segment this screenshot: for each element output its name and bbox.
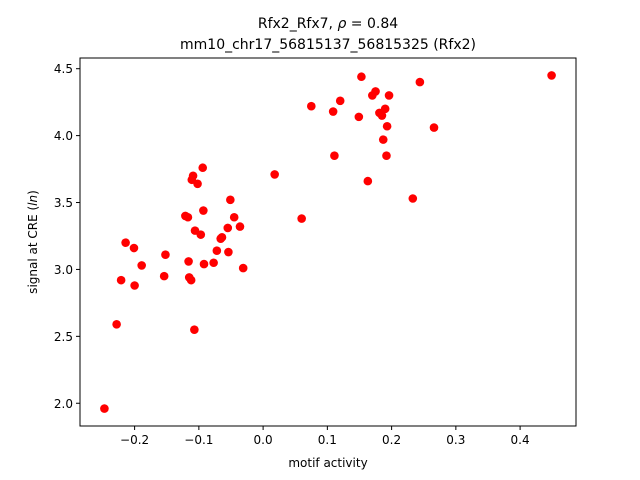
data-point-37 [330,151,339,160]
data-point-3 [121,238,130,247]
data-point-2 [116,275,126,285]
data-point-22 [199,259,209,269]
chart-title: Rfx2_Rfx7, ρ = 0.84 [258,16,398,32]
data-point-8 [161,250,170,260]
data-point-20 [198,163,208,173]
data-point-40 [357,72,366,82]
y-tick-label: 4.5 [54,62,73,76]
y-axis-label: signal at CRE (ln) [26,190,40,294]
data-point-52 [415,77,425,87]
data-point-54 [547,71,556,80]
data-point-47 [380,104,390,114]
data-point-7 [159,271,169,281]
x-tick-label: 0.2 [382,433,401,447]
data-point-1 [112,320,121,329]
data-point-33 [270,170,279,179]
x-axis-ticks: −0.2 −0.1 0.0 0.1 0.2 0.3 0.4 [120,426,530,447]
data-point-45 [377,111,387,120]
data-point-29 [226,195,235,205]
data-point-21 [199,206,208,215]
data-point-31 [235,222,245,231]
y-tick-label: 2.5 [54,330,73,344]
x-tick-label: 0.4 [511,433,530,447]
data-point-35 [307,101,316,111]
plot-area-frame [79,57,577,427]
points-layer [100,71,556,413]
data-point-15 [188,171,198,181]
data-point-43 [371,87,380,96]
data-point-41 [363,176,373,186]
y-tick-label: 3.5 [54,196,73,210]
x-tick-label: 0.0 [254,433,273,447]
x-tick-label: 0.3 [446,433,465,447]
data-point-19 [196,230,206,239]
y-axis-ticks: 2.0 2.5 3.0 3.5 4.0 4.5 [54,62,80,411]
data-point-36 [328,107,338,116]
y-tick-label: 2.0 [54,397,73,411]
data-point-34 [297,214,306,223]
x-tick-label: −0.1 [184,433,213,447]
data-point-10 [183,212,193,222]
data-point-49 [382,121,392,131]
data-point-13 [186,275,196,285]
x-axis-label: motif activity [288,456,367,470]
x-tick-label: −0.2 [120,433,149,447]
data-point-50 [384,91,394,100]
data-point-11 [184,257,193,266]
x-tick-label: 0.1 [318,433,337,447]
data-point-53 [429,123,439,132]
chart-subtitle: mm10_chr17_56815137_56815325 (Rfx2) [180,37,476,53]
data-point-26 [217,233,227,242]
data-point-30 [229,212,239,222]
data-point-0 [100,404,109,413]
y-tick-label: 3.0 [54,263,73,277]
data-point-38 [335,96,345,106]
data-point-18 [193,179,202,189]
data-point-46 [378,135,388,144]
data-point-51 [408,194,418,203]
data-point-28 [224,247,233,257]
data-point-39 [354,112,364,122]
data-point-16 [190,325,199,334]
data-point-48 [382,151,391,160]
data-point-23 [209,258,218,268]
data-point-5 [130,281,139,290]
data-point-32 [238,263,248,273]
data-point-27 [223,223,233,233]
data-point-24 [212,246,222,255]
data-point-6 [137,261,146,270]
data-point-4 [129,243,139,253]
y-tick-label: 4.0 [54,129,73,143]
